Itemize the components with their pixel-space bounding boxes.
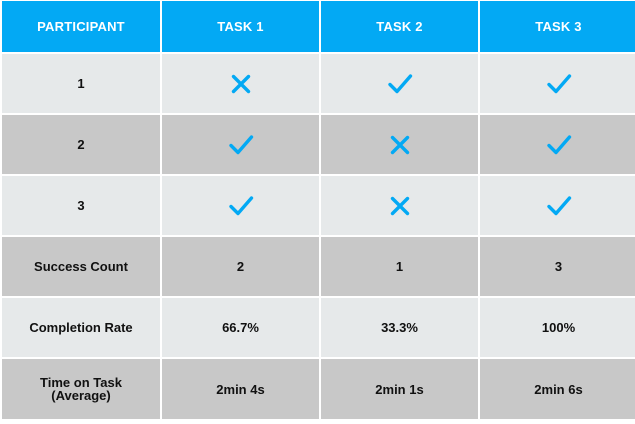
result-cell <box>162 115 319 174</box>
header-task-1: TASK 1 <box>162 1 319 52</box>
check-icon <box>546 132 572 158</box>
summary-label-success-count: Success Count <box>2 237 160 296</box>
summary-value: 100% <box>480 298 635 357</box>
summary-label-time-on-task: Time on Task (Average) <box>2 359 160 419</box>
participant-label: 3 <box>2 176 160 235</box>
header-participant: PARTICIPANT <box>2 1 160 52</box>
check-icon <box>228 132 254 158</box>
check-icon <box>546 71 572 97</box>
result-cell <box>321 54 478 113</box>
summary-value: 66.7% <box>162 298 319 357</box>
header-task-3: TASK 3 <box>480 1 635 52</box>
summary-label-line: Time on Task <box>40 375 122 390</box>
x-icon <box>387 132 413 158</box>
summary-value: 2min 4s <box>162 359 319 419</box>
summary-label-line: (Average) <box>51 388 111 403</box>
result-cell <box>321 115 478 174</box>
result-cell <box>480 54 635 113</box>
participant-label: 2 <box>2 115 160 174</box>
participant-label: 1 <box>2 54 160 113</box>
x-icon <box>228 71 254 97</box>
result-cell <box>480 176 635 235</box>
result-cell <box>480 115 635 174</box>
check-icon <box>387 71 413 97</box>
summary-label-completion-rate: Completion Rate <box>2 298 160 357</box>
check-icon <box>546 193 572 219</box>
summary-value: 2 <box>162 237 319 296</box>
header-task-2: TASK 2 <box>321 1 478 52</box>
result-cell <box>321 176 478 235</box>
result-cell <box>162 176 319 235</box>
summary-value: 3 <box>480 237 635 296</box>
x-icon <box>387 193 413 219</box>
summary-value: 33.3% <box>321 298 478 357</box>
summary-value: 2min 6s <box>480 359 635 419</box>
result-cell <box>162 54 319 113</box>
summary-value: 1 <box>321 237 478 296</box>
check-icon <box>228 193 254 219</box>
summary-value: 2min 1s <box>321 359 478 419</box>
